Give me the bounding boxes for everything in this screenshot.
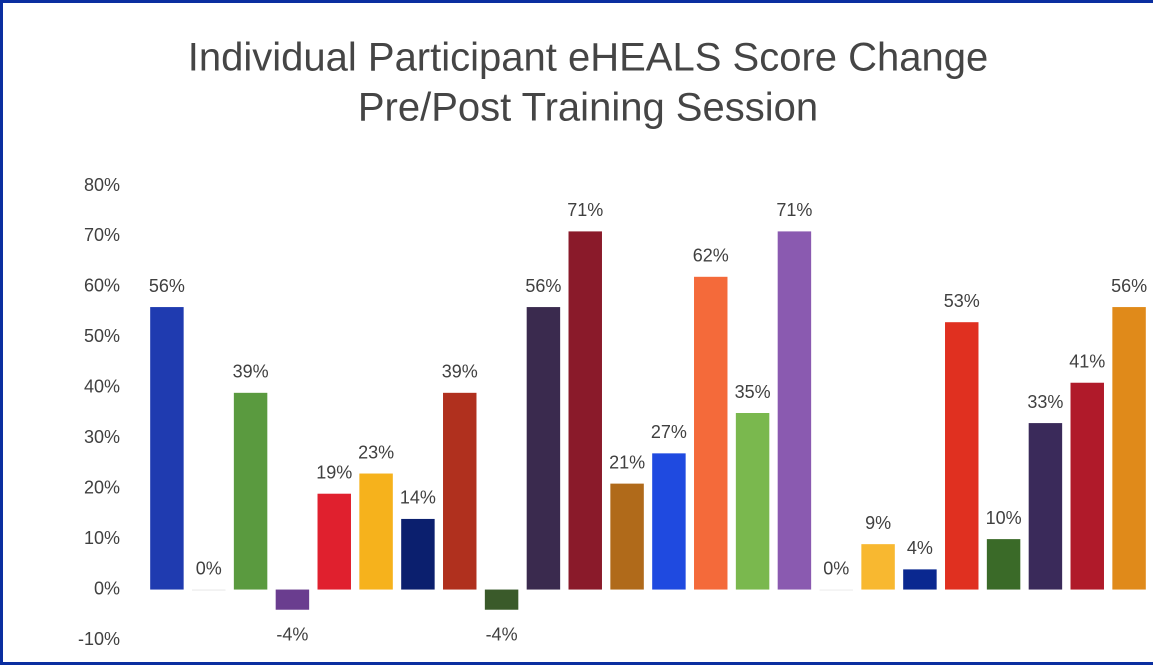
bar <box>903 569 937 590</box>
chart-title: Pre/Post Training Session <box>358 86 818 130</box>
bar <box>192 589 226 591</box>
value-label: 21% <box>609 452 645 472</box>
bar <box>317 493 351 590</box>
value-label: 14% <box>400 488 436 508</box>
bar <box>401 518 435 590</box>
value-label: 4% <box>907 538 933 558</box>
value-label: 39% <box>233 362 269 382</box>
bar <box>150 307 184 590</box>
value-label: 33% <box>1027 392 1063 412</box>
value-label: 9% <box>865 513 891 533</box>
bar <box>526 307 561 590</box>
y-tick-label: 0% <box>94 578 120 598</box>
bar <box>735 413 770 590</box>
value-label: -4% <box>276 624 308 644</box>
y-tick-label: 30% <box>84 427 120 447</box>
bar <box>484 589 519 610</box>
bar <box>610 483 644 590</box>
value-label: 39% <box>442 362 478 382</box>
value-label: 53% <box>944 291 980 311</box>
chart-title: Individual Participant eHEALS Score Chan… <box>188 36 988 80</box>
value-label: 41% <box>1069 351 1105 371</box>
bar <box>359 473 393 590</box>
bar <box>1112 307 1146 590</box>
y-tick-label: 70% <box>84 225 120 245</box>
y-tick-label: 10% <box>84 528 120 548</box>
value-label: 56% <box>149 276 185 296</box>
bar <box>275 589 310 610</box>
bar <box>1070 382 1104 590</box>
bar <box>1028 423 1063 590</box>
bar <box>819 589 853 591</box>
value-label: 35% <box>735 382 771 402</box>
value-label: 56% <box>1111 276 1147 296</box>
value-label: 23% <box>358 442 394 462</box>
bar <box>777 231 812 590</box>
value-label: 10% <box>986 508 1022 528</box>
value-label: 19% <box>316 462 352 482</box>
value-label: -4% <box>486 624 518 644</box>
y-tick-label: 20% <box>84 477 120 497</box>
bar <box>986 539 1021 590</box>
value-label: 71% <box>776 200 812 220</box>
value-label: 0% <box>196 558 222 578</box>
bar <box>568 231 602 590</box>
y-tick-label: 80% <box>84 175 120 195</box>
bar <box>233 392 268 590</box>
bar <box>945 322 979 590</box>
bar <box>443 392 477 590</box>
value-label: 27% <box>651 422 687 442</box>
value-label: 71% <box>567 200 603 220</box>
bar <box>861 544 895 590</box>
bar <box>694 276 728 590</box>
value-label: 0% <box>823 558 849 578</box>
value-label: 56% <box>525 276 561 296</box>
value-label: 62% <box>693 246 729 266</box>
bar <box>652 453 686 590</box>
y-tick-label: 40% <box>84 377 120 397</box>
y-tick-label: 50% <box>84 326 120 346</box>
y-tick-label: 60% <box>84 276 120 296</box>
y-tick-label: -10% <box>78 629 120 649</box>
